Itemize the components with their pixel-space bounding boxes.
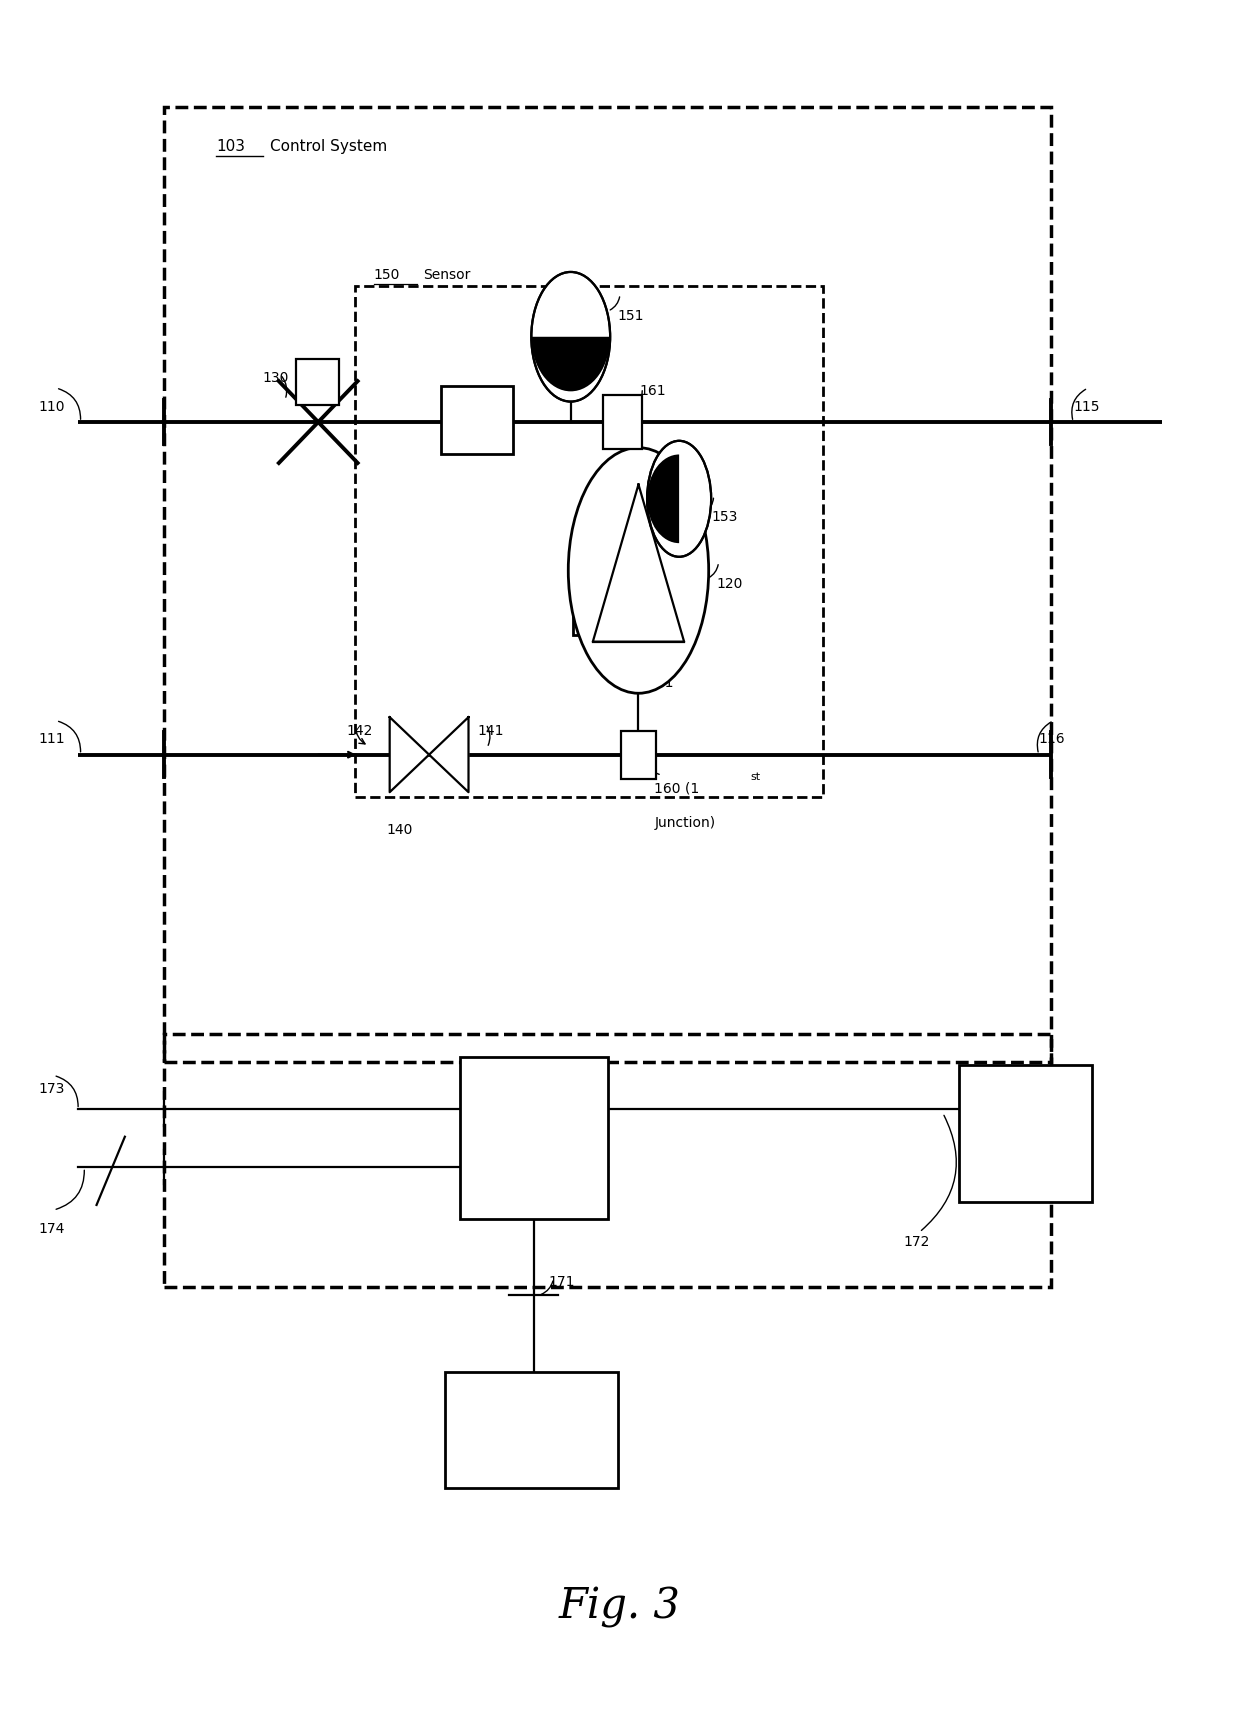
Text: st: st xyxy=(750,771,760,782)
Bar xyxy=(460,1056,608,1219)
Text: 121: 121 xyxy=(647,675,673,689)
Bar xyxy=(164,1034,1052,1287)
Text: 116: 116 xyxy=(1039,732,1065,746)
Text: 171: 171 xyxy=(548,1275,575,1289)
Text: Control: Control xyxy=(467,1104,517,1118)
Text: 151: 151 xyxy=(618,309,644,324)
Text: Sensor: Sensor xyxy=(966,1154,1013,1167)
Text: 111: 111 xyxy=(38,732,66,746)
Text: 153: 153 xyxy=(712,511,738,524)
Text: 142: 142 xyxy=(346,723,373,737)
Text: 160 (1: 160 (1 xyxy=(655,782,699,795)
Text: Ambient: Ambient xyxy=(966,1112,1024,1126)
Text: 172: 172 xyxy=(903,1236,930,1250)
Polygon shape xyxy=(429,716,469,792)
Text: Fig. 3: Fig. 3 xyxy=(559,1585,681,1628)
Bar xyxy=(603,394,642,449)
Text: 152: 152 xyxy=(444,405,470,418)
Bar xyxy=(959,1064,1091,1202)
Text: 150: 150 xyxy=(373,267,401,283)
Text: Module: Module xyxy=(467,1145,518,1159)
Text: 154: 154 xyxy=(575,562,603,576)
Bar xyxy=(621,730,656,778)
Bar xyxy=(445,1373,618,1488)
Text: 110: 110 xyxy=(38,399,66,413)
Text: 182: 182 xyxy=(966,1075,992,1090)
Bar xyxy=(441,386,513,454)
Text: 103: 103 xyxy=(216,139,246,154)
Text: 174: 174 xyxy=(38,1222,64,1236)
Text: 122: 122 xyxy=(647,471,673,485)
Ellipse shape xyxy=(568,447,709,692)
Wedge shape xyxy=(647,454,680,543)
Ellipse shape xyxy=(531,273,610,401)
Text: 130: 130 xyxy=(263,370,289,384)
Text: Junction): Junction) xyxy=(655,816,715,830)
Bar xyxy=(296,358,340,405)
Bar xyxy=(355,286,823,797)
Text: 181: 181 xyxy=(453,1383,479,1397)
Bar xyxy=(573,567,641,636)
Text: 173: 173 xyxy=(38,1082,64,1095)
Text: 141: 141 xyxy=(477,723,503,737)
Text: 161: 161 xyxy=(640,384,666,398)
Text: 120: 120 xyxy=(715,578,743,591)
Text: Sensor: Sensor xyxy=(423,267,470,283)
Bar xyxy=(164,106,1052,1061)
Text: 170: 170 xyxy=(467,1066,494,1082)
Text: 115: 115 xyxy=(1074,399,1100,413)
Wedge shape xyxy=(531,336,610,391)
Polygon shape xyxy=(389,716,429,792)
Text: 140: 140 xyxy=(386,823,413,836)
Text: Control System: Control System xyxy=(270,139,387,154)
Ellipse shape xyxy=(647,440,712,557)
Text: User Interface: User Interface xyxy=(453,1419,551,1435)
